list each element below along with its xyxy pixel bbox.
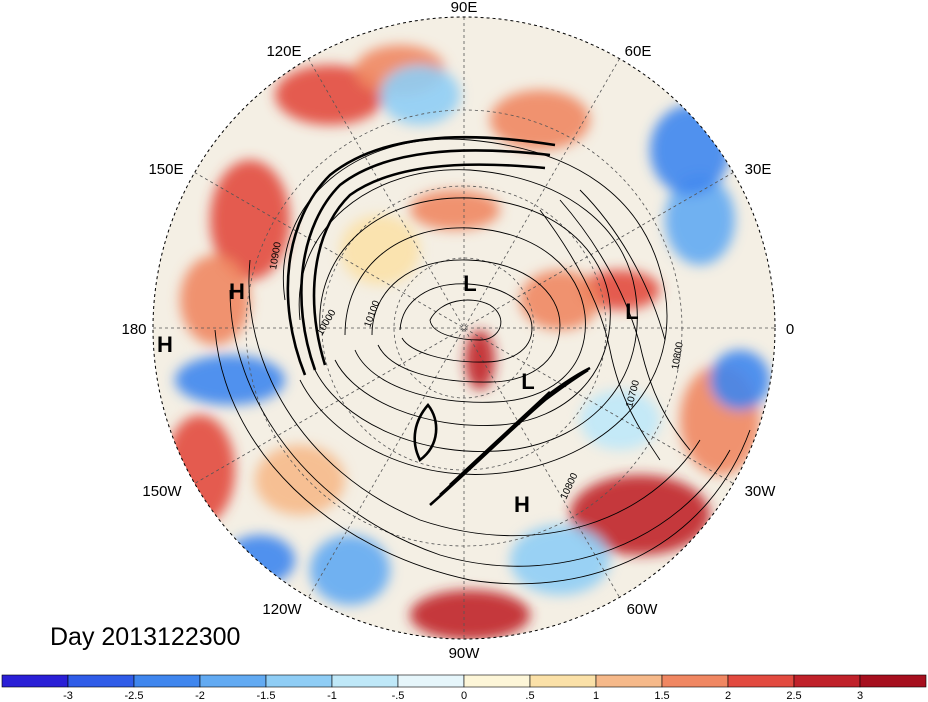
- anomaly-blob: [275, 65, 385, 125]
- colorbar-tick-label: 0: [461, 690, 467, 702]
- colorbar-tick-label: -.5: [392, 690, 405, 702]
- colorbar-tick-label: -2.5: [125, 690, 144, 702]
- anomaly-blob: [255, 445, 345, 515]
- lon-label-150w: 150W: [142, 483, 182, 500]
- contour-label-10900: 10900: [268, 241, 284, 271]
- anomaly-blob: [490, 90, 590, 150]
- anomaly-blob: [650, 105, 730, 195]
- lon-label-0: 0: [786, 321, 794, 338]
- colorbar-tick-label: 2.5: [786, 690, 801, 702]
- lon-label-60w: 60W: [627, 601, 659, 618]
- lon-label-150e: 150E: [148, 161, 183, 178]
- low-pressure-label-greenland-baffin: L: [521, 369, 534, 394]
- lon-label-90w: 90W: [449, 645, 481, 662]
- low-pressure-label-north-atlantic-europe: L: [625, 299, 638, 324]
- colorbar-swatch: [661, 674, 729, 688]
- colorbar-tick-label: -1.5: [257, 690, 276, 702]
- low-pressure-label-arctic-siberia: L: [463, 271, 476, 296]
- lon-label-90e: 90E: [451, 0, 478, 16]
- anomaly-blob: [380, 65, 460, 125]
- colorbar-tick-label: 2: [725, 690, 731, 702]
- longitude-labels: 90E 60E 30E 0 30W 60W 90W 120W 150W 180 …: [121, 0, 794, 662]
- lon-label-180: 180: [121, 321, 146, 338]
- high-pressure-label-north-pacific: H: [229, 279, 245, 304]
- anomaly-blob: [465, 330, 495, 390]
- anomaly-blob: [175, 355, 285, 405]
- colorbar-swatch: [199, 674, 267, 688]
- colorbar-swatch: [331, 674, 399, 688]
- colorbar-tick-label: 1: [593, 690, 599, 702]
- contour-label-10800-north: 10800: [670, 341, 686, 371]
- colorbar-swatch: [133, 674, 201, 688]
- anomaly-blob: [410, 190, 500, 230]
- colorbar-swatch: [463, 674, 531, 688]
- anomaly-blob: [580, 390, 660, 450]
- anomaly-blob: [665, 175, 735, 265]
- colorbar-tick-label: -2: [195, 690, 205, 702]
- date-label: Day 2013122300: [50, 623, 240, 651]
- colorbar-swatch: [793, 674, 861, 688]
- colorbar-swatch: [265, 674, 333, 688]
- anomaly-blob: [165, 415, 235, 525]
- colorbar-swatch: [529, 674, 597, 688]
- high-pressure-label-subtropical-atlantic: H: [514, 492, 530, 517]
- anomaly-blob: [225, 535, 295, 585]
- colorbar-tick-label: -1: [327, 690, 337, 702]
- jet-streak-contours: [286, 135, 591, 506]
- lon-label-120w: 120W: [262, 601, 302, 618]
- height-contours: [214, 138, 751, 585]
- colorbar-swatch: [1, 674, 69, 688]
- colorbar-tick-label: -3: [63, 690, 73, 702]
- colorbar-tick-label: .5: [525, 690, 534, 702]
- colorbar: -3 -2.5 -2 -1.5 -1 -.5 0 .5 1 1.5 2 2.5 3: [1, 674, 927, 702]
- lon-label-120e: 120E: [266, 43, 301, 60]
- lon-label-60e: 60E: [625, 43, 652, 60]
- anomaly-blob: [710, 350, 770, 410]
- colorbar-tick-label: 3: [857, 690, 863, 702]
- colorbar-swatch: [859, 674, 927, 688]
- lon-label-30e: 30E: [745, 161, 772, 178]
- anomaly-blob: [570, 475, 710, 555]
- colorbar-swatch: [727, 674, 795, 688]
- map-boundary: [152, 16, 776, 640]
- anomaly-blob: [210, 160, 290, 280]
- anomaly-blob: [410, 590, 530, 639]
- colorbar-swatch: [397, 674, 465, 688]
- anomaly-blob: [340, 215, 420, 285]
- colorbar-swatch: [595, 674, 663, 688]
- anomaly-blob: [510, 525, 610, 595]
- anomaly-blob: [310, 535, 390, 605]
- high-pressure-label-dateline: H: [157, 332, 173, 357]
- colorbar-tick-label: 1.5: [654, 690, 669, 702]
- graticule: [153, 17, 775, 639]
- lon-label-30w: 30W: [745, 483, 777, 500]
- pressure-labels: H H L L L H: [157, 271, 639, 517]
- colorbar-swatch: [67, 674, 135, 688]
